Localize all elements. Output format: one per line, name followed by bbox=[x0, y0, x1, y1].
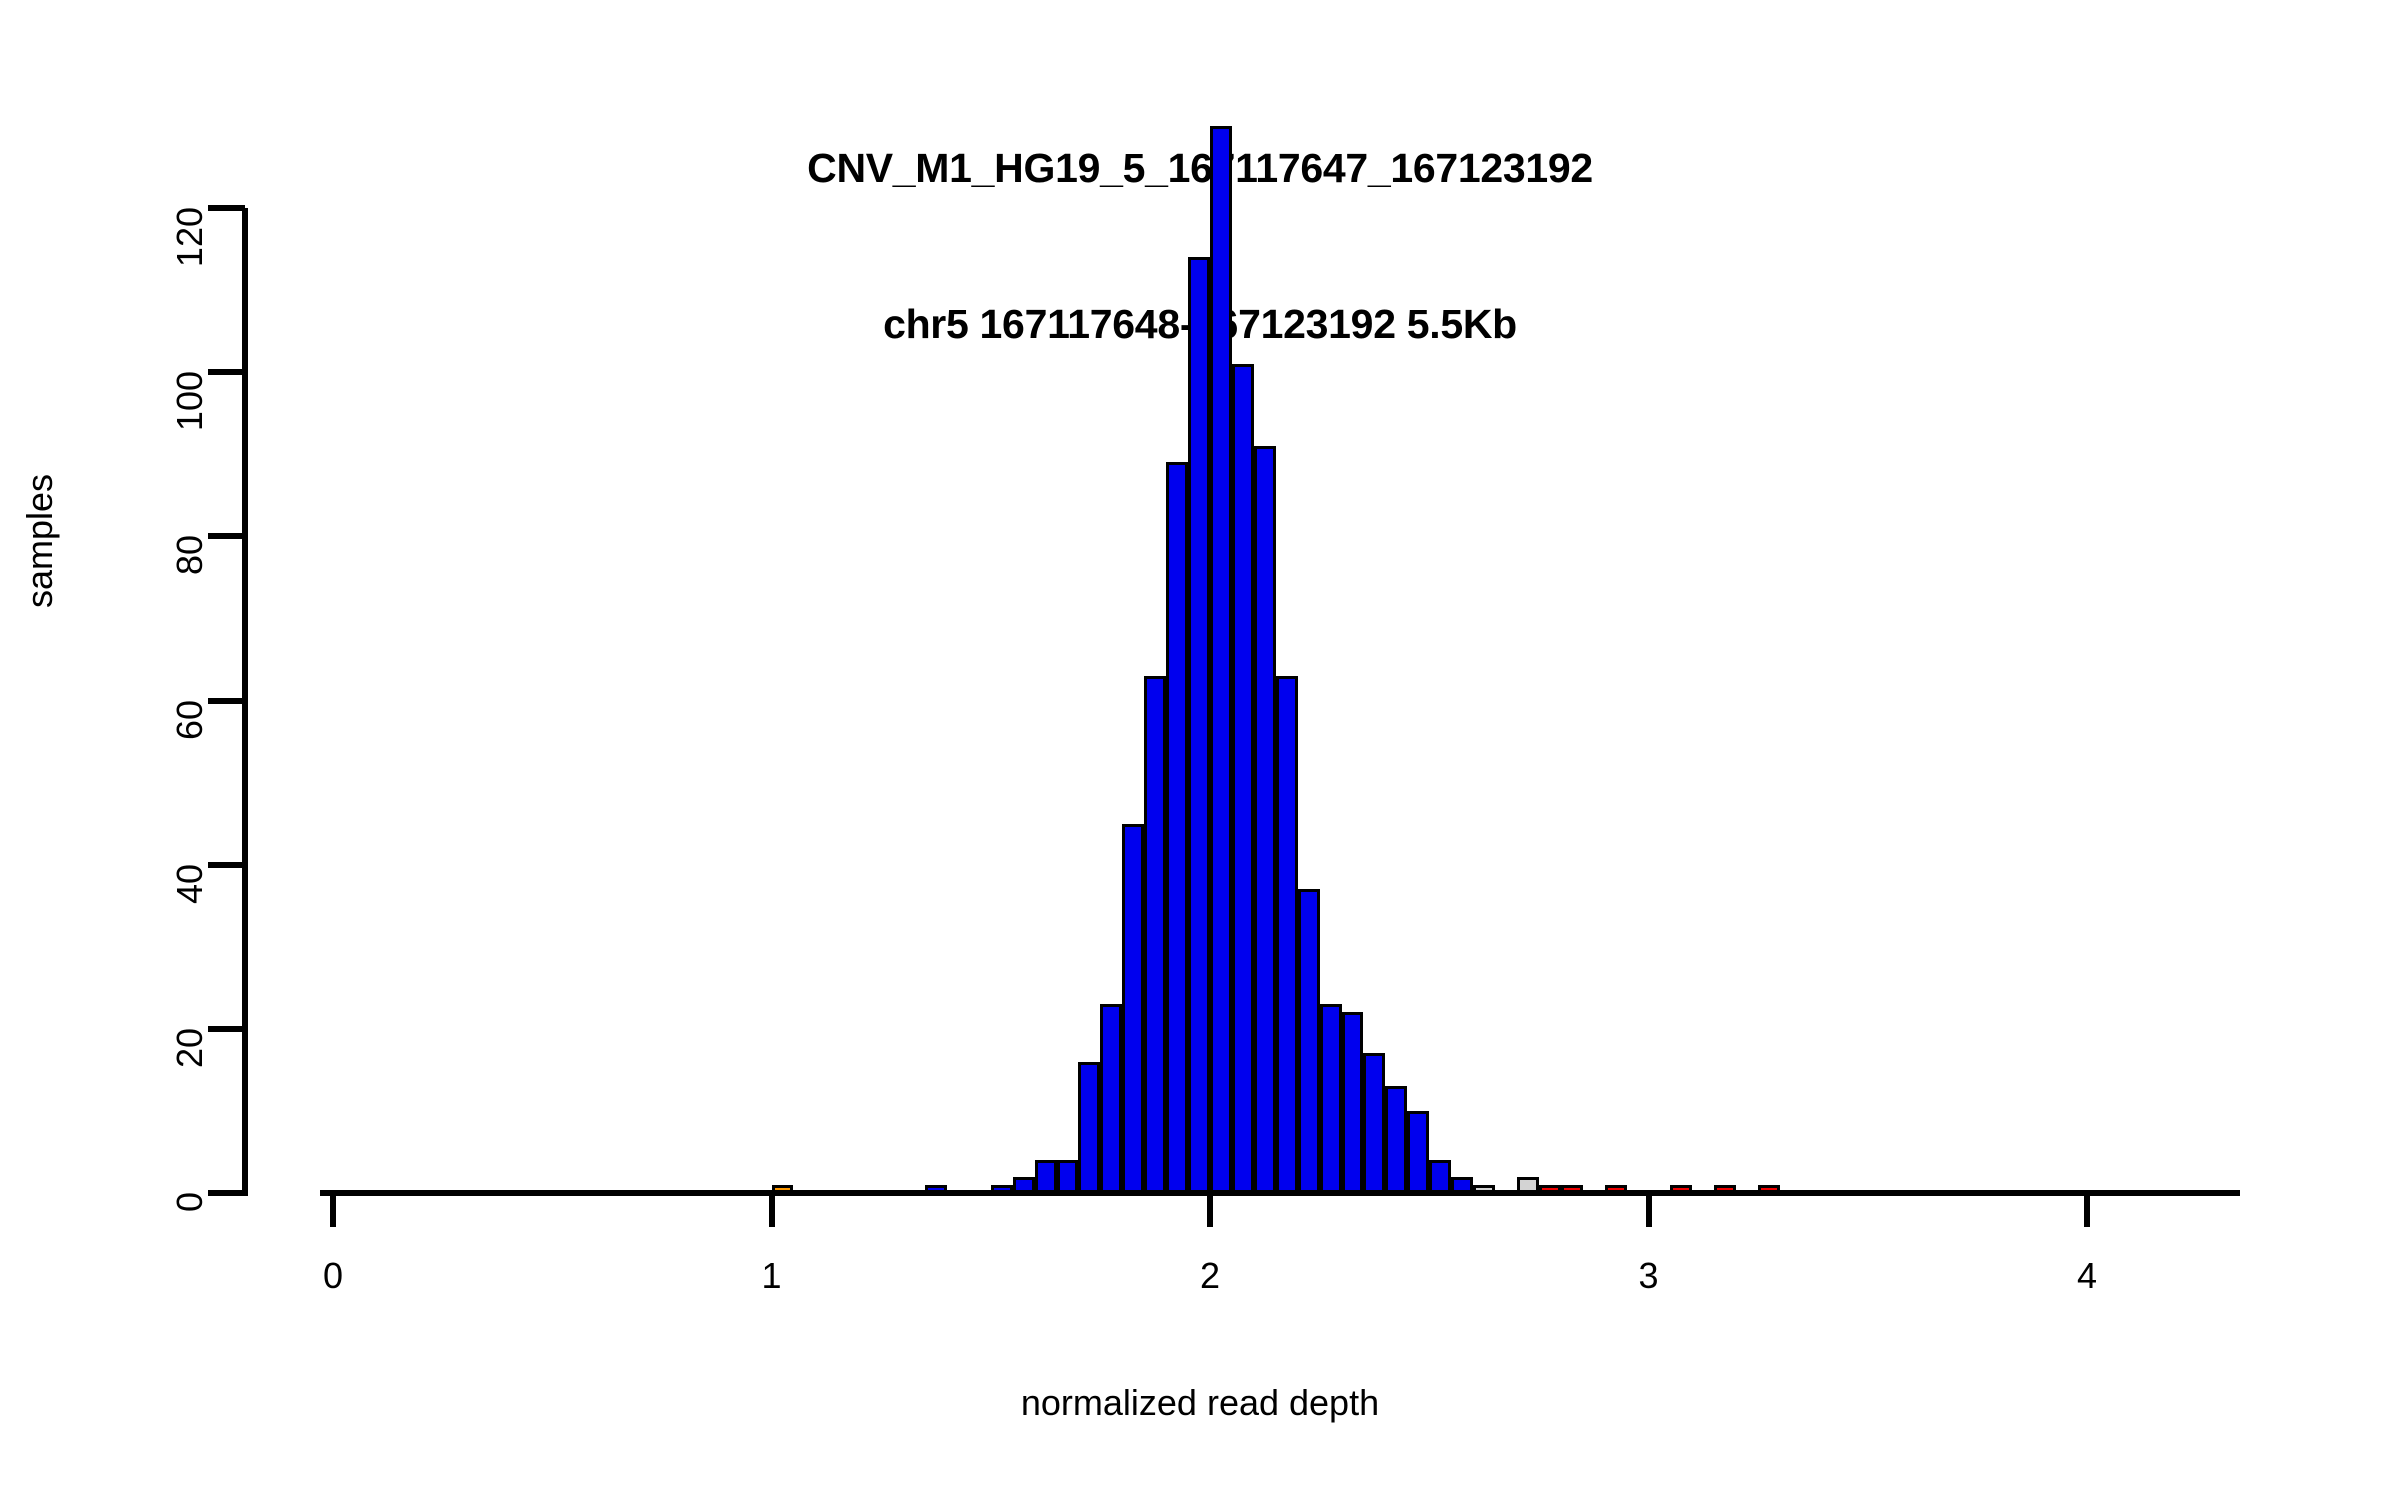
y-axis-tick bbox=[208, 533, 245, 540]
histogram-bar bbox=[1231, 363, 1254, 1193]
y-axis-line bbox=[242, 208, 248, 1196]
chart-title-line-2: chr5 167117648-167123192 5.5Kb bbox=[883, 301, 1517, 347]
histogram-bar bbox=[1166, 462, 1189, 1193]
x-axis-tick bbox=[1207, 1193, 1213, 1227]
histogram-bar bbox=[1363, 1053, 1386, 1193]
histogram-bar bbox=[1144, 675, 1167, 1193]
x-axis-tick-label: 2 bbox=[1199, 1255, 1221, 1296]
x-axis-tick-label: 3 bbox=[1638, 1255, 1659, 1296]
x-axis-tick bbox=[330, 1193, 336, 1227]
x-axis-tick bbox=[1645, 1193, 1652, 1227]
histogram-bar bbox=[1275, 675, 1298, 1193]
y-axis-tick-label: 120 bbox=[169, 207, 210, 268]
histogram-bar bbox=[1056, 1160, 1079, 1193]
histogram-bar bbox=[1122, 823, 1145, 1193]
histogram-bar bbox=[1034, 1160, 1057, 1193]
y-axis-tick bbox=[208, 1190, 245, 1196]
histogram-bar bbox=[1078, 1061, 1101, 1193]
x-axis-tick-label: 1 bbox=[761, 1255, 782, 1296]
y-axis-tick bbox=[208, 369, 245, 376]
page-title: CNV_M1_HG19_5_167117647_167123192 chr5 1… bbox=[0, 38, 2400, 454]
x-axis-label: normalized read depth bbox=[1020, 1382, 1380, 1423]
y-axis-tick bbox=[208, 861, 245, 868]
y-axis-tick bbox=[208, 697, 245, 704]
x-axis-tick-label: 0 bbox=[322, 1255, 344, 1296]
histogram-bar bbox=[1297, 889, 1320, 1193]
histogram-bar bbox=[1253, 446, 1276, 1193]
x-axis-tick bbox=[2084, 1193, 2090, 1227]
histogram-bar bbox=[1100, 1004, 1123, 1193]
histogram-bar bbox=[1385, 1086, 1408, 1193]
x-axis-tick bbox=[768, 1193, 775, 1227]
y-axis-tick bbox=[208, 205, 245, 212]
x-axis-line bbox=[320, 1190, 2241, 1196]
histogram-bar bbox=[1429, 1160, 1452, 1193]
histogram-bar bbox=[1407, 1110, 1430, 1193]
histogram-bar bbox=[1341, 1012, 1364, 1193]
y-axis-label: samples bbox=[19, 473, 60, 609]
chart-title-line-1: CNV_M1_HG19_5_167117647_167123192 bbox=[807, 145, 1593, 191]
y-axis-tick bbox=[208, 1025, 245, 1032]
histogram-bar bbox=[1319, 1004, 1342, 1193]
x-axis-tick-label: 4 bbox=[2076, 1255, 2098, 1296]
